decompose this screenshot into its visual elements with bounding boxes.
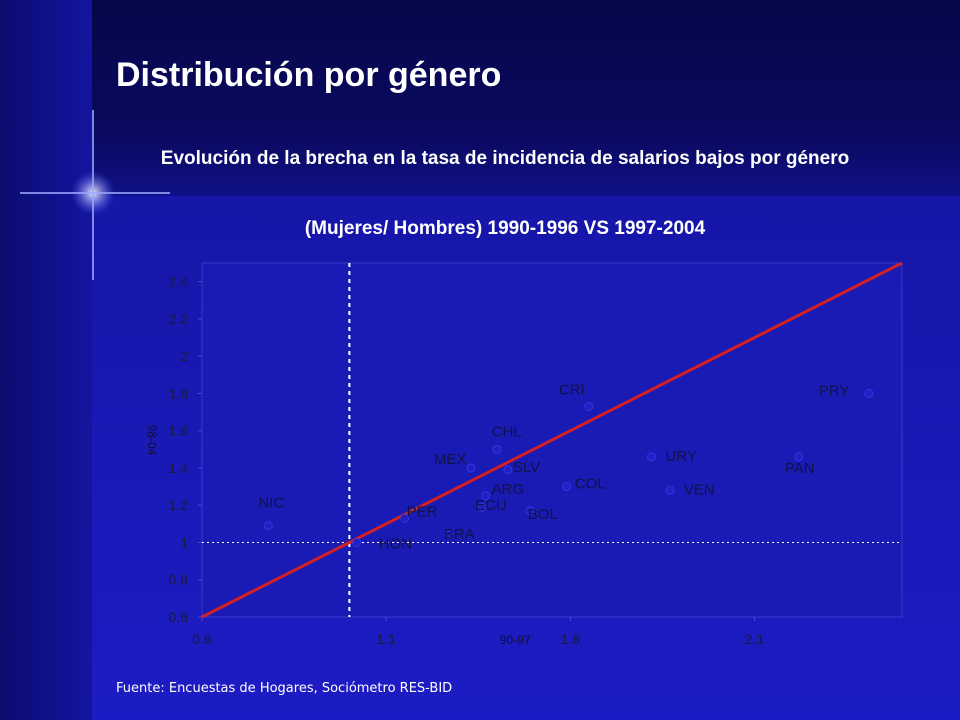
data-label-ury: URY <box>665 448 696 465</box>
x-tick-label: 1.1 <box>376 631 396 647</box>
data-point-bra <box>444 530 454 540</box>
data-label-hon: HON <box>379 535 412 552</box>
y-tick-label: 2 <box>180 348 188 364</box>
data-point-hon <box>352 537 362 547</box>
y-tick-label: 1.8 <box>169 385 189 401</box>
data-label-col: COL <box>575 476 606 493</box>
data-point-pan <box>794 452 804 462</box>
data-point-pry <box>864 388 874 398</box>
slide-title: Distribución por género <box>116 56 502 94</box>
source-note: Fuente: Encuestas de Hogares, Sociómetro… <box>116 681 453 696</box>
data-label-slv: SLV <box>513 459 540 476</box>
chart-subtitle-line2: (Mujeres/ Hombres) 1990-1996 VS 1997-200… <box>304 218 706 239</box>
y-tick-label: 1 <box>180 534 188 550</box>
data-point-arg <box>481 491 491 501</box>
y-tick-label: 1.4 <box>169 460 189 476</box>
y-tick-label: 1.2 <box>169 497 189 513</box>
data-point-per <box>400 513 410 523</box>
data-point-ury <box>646 452 656 462</box>
data-label-ven: VEN <box>684 481 715 498</box>
data-point-chl <box>492 444 502 454</box>
header-background <box>0 0 960 196</box>
data-point-slv <box>503 465 513 475</box>
x-tick-label: 0.6 <box>192 631 212 647</box>
y-tick-label: 0.8 <box>169 572 189 588</box>
data-point-bol <box>525 506 535 516</box>
data-label-per: PER <box>407 503 438 520</box>
x-axis-title: 90-97 <box>500 633 531 647</box>
data-label-pan: PAN <box>785 460 815 477</box>
data-label-nic: NIC <box>258 495 284 512</box>
data-label-cri: CRI <box>559 381 585 398</box>
data-point-nic <box>263 521 273 531</box>
data-point-mex <box>466 463 476 473</box>
y-tick-label: 2.4 <box>169 274 189 290</box>
data-label-bra: BRA <box>444 526 475 543</box>
y-tick-label: 2.2 <box>169 311 189 327</box>
data-label-pry: PRY <box>819 382 850 399</box>
data-label-chl: CHL <box>492 423 522 440</box>
x-tick-label: 2.1 <box>745 631 765 647</box>
equality-diagonal-line <box>201 261 903 619</box>
data-point-ven <box>665 485 675 495</box>
data-label-bol: BOL <box>528 506 558 523</box>
data-label-mex: MEX <box>434 451 467 468</box>
x-tick-label: 1.6 <box>561 631 581 647</box>
y-tick-label: 0.6 <box>169 609 189 625</box>
data-label-arg: ARG <box>492 481 525 498</box>
data-point-cri <box>584 401 594 411</box>
chart-subtitle-line1: Evolución de la brecha en la tasa de inc… <box>160 148 850 169</box>
left-band <box>0 0 92 720</box>
data-label-ecu: ECU <box>475 497 507 514</box>
y-axis-title: 98-04 <box>145 425 159 456</box>
y-tick-label: 1.6 <box>169 423 189 439</box>
data-point-col <box>562 482 572 492</box>
data-point-ecu <box>477 502 487 512</box>
